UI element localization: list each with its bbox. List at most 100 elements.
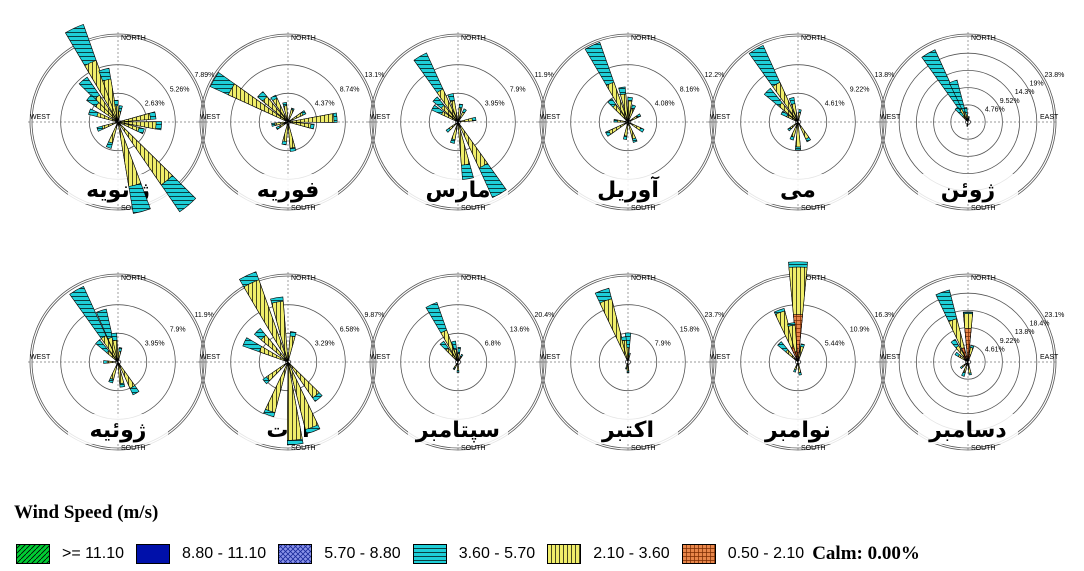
petal-2-10-3-60 <box>278 121 289 129</box>
petal-2-10-3-60 <box>791 103 799 123</box>
petal-2-10-3-60 <box>966 121 969 126</box>
petal-2-10-3-60 <box>962 115 969 123</box>
petal-2-10-3-60 <box>117 361 136 389</box>
petal-2-10-3-60 <box>101 121 119 130</box>
month-label: ژوئن <box>941 178 995 203</box>
petal-2-10-3-60 <box>795 121 801 148</box>
petal-2-10-3-60 <box>117 112 151 123</box>
petal-0-50-2-10 <box>965 361 969 366</box>
petal-2-10-3-60 <box>457 353 460 363</box>
month-label-bg <box>578 414 678 444</box>
west-label: WEST <box>370 354 391 361</box>
ring-label: 18.4% <box>1030 321 1050 328</box>
east-label: EAST <box>1040 114 1059 121</box>
petal-0-50-2-10 <box>797 356 801 363</box>
petal-2-10-3-60 <box>114 105 119 123</box>
ring-label: 5.44% <box>825 341 845 348</box>
ring-label: 15.8% <box>680 326 700 333</box>
petal-2-10-3-60 <box>106 360 119 364</box>
ring-label: 10.9% <box>850 326 870 333</box>
petal-2-10-3-60 <box>612 104 629 123</box>
petal-2-10-3-60 <box>620 93 629 123</box>
east-label: EAST <box>1040 354 1059 361</box>
petal-2-10-3-60 <box>789 121 799 130</box>
wind-rose: 6.8% 13.6% 20.4% NORTH SOUTH WEST سپتامبر <box>368 272 554 452</box>
petal-0-50-2-10 <box>966 361 969 364</box>
petal-2-10-3-60 <box>457 117 473 123</box>
legend-swatch-solid-blue <box>135 544 170 564</box>
petal-2-10-3-60 <box>440 104 459 123</box>
north-label: NORTH <box>801 275 826 282</box>
petal-2-10-3-60 <box>625 361 629 368</box>
petal-2-10-3-60 <box>441 111 459 123</box>
ring-label: 14.3% <box>1015 89 1035 96</box>
month-label-bg <box>918 174 1018 204</box>
wind-rose: 4.61% 9.22% 13.8% NORTH SOUTH WEST می <box>708 32 894 212</box>
petal-2-10-3-60 <box>451 121 459 141</box>
petal-2-10-3-60 <box>453 349 459 363</box>
west-label: WEST <box>540 114 561 121</box>
ring-label: 7.9% <box>170 326 186 333</box>
petal-2-10-3-60 <box>627 354 631 363</box>
legend-item-3-60-5-70: 3.60 - 5.70 <box>412 544 535 564</box>
ring-label: 11.9% <box>195 312 214 319</box>
month-label: نوامبر <box>764 418 831 443</box>
petal-2-10-3-60 <box>102 78 119 123</box>
south-label: SOUTH <box>461 205 486 212</box>
ring-label: 13.1% <box>365 72 385 79</box>
petal-2-10-3-60 <box>456 361 460 371</box>
west-label: WEST <box>880 354 901 361</box>
wind-rose: 4.76%9.52% 14.3%19%23.8% NORTH SOUTH WEST EAS… <box>878 32 1064 212</box>
west-label: WEST <box>30 354 51 361</box>
petal-2-10-3-60 <box>112 339 119 363</box>
petal-2-10-3-60 <box>117 121 157 130</box>
north-label: NORTH <box>461 35 486 42</box>
petal-2-10-3-60 <box>274 121 289 126</box>
ring-label: 19% <box>1030 81 1044 88</box>
ring-label: 7.9% <box>510 86 526 93</box>
petal-2-10-3-60 <box>227 83 289 123</box>
petal-2-10-3-60 <box>627 121 642 131</box>
west-label: WEST <box>30 114 51 121</box>
south-label: SOUTH <box>631 205 656 212</box>
ring-label: 3.29% <box>315 341 335 348</box>
ring-label: 7.89% <box>195 72 215 79</box>
month-label: آوریل <box>597 175 659 203</box>
north-label: NORTH <box>291 35 316 42</box>
legend: >= 11.10 8.80 - 11.10 5.70 - 8.80 3.60 -… <box>16 541 920 567</box>
petal-2-10-3-60 <box>95 102 119 123</box>
ring-label: 4.61% <box>825 101 845 108</box>
petal-2-10-3-60 <box>272 97 289 123</box>
petal-0-50-2-10 <box>793 314 803 363</box>
petal-3-60-5-70 <box>948 79 969 123</box>
ring-label: 7.9% <box>655 341 671 348</box>
wind-rose: 4.37% 8.74% 13.1% NORTH SOUTH WEST فوریه <box>198 32 384 212</box>
petal-2-10-3-60 <box>109 361 119 380</box>
petal-2-10-3-60 <box>283 105 289 123</box>
petal-2-10-3-60 <box>266 361 289 382</box>
ring-label: 8.16% <box>680 86 700 93</box>
petal-2-10-3-60 <box>623 121 629 137</box>
legend-swatch-lined-yellow <box>547 544 582 564</box>
ring-label: 2.63% <box>145 101 165 108</box>
petal-0-50-2-10 <box>794 351 799 363</box>
ring-label: 23.8% <box>1045 72 1065 79</box>
west-label: WEST <box>200 114 221 121</box>
petal-2-10-3-60 <box>117 121 173 186</box>
petal-2-10-3-60 <box>258 346 289 363</box>
ring-label: 9.52% <box>1000 98 1020 105</box>
petal-2-10-3-60 <box>797 112 801 123</box>
ring-label: 13.6% <box>510 326 530 333</box>
south-label: SOUTH <box>291 205 316 212</box>
petal-2-10-3-60 <box>450 100 459 123</box>
ring-label: 9.22% <box>1000 338 1020 345</box>
ring-label: 4.08% <box>655 101 675 108</box>
legend-item-gte-11-10: >= 11.10 <box>16 544 124 564</box>
west-label: WEST <box>370 114 391 121</box>
petal-2-10-3-60 <box>457 107 463 123</box>
month-label-bg <box>748 414 848 444</box>
petal-2-10-3-60 <box>797 121 810 140</box>
wind-rose-grid: 2.63%5.26%7.89%NORTHSOUTHWESTژانویه4.37%… <box>28 24 1064 452</box>
wind-rose: 3.95% 7.9% 11.9% NORTH SOUTH WEST ژوئیه <box>28 272 214 452</box>
ring-label: 23.7% <box>705 312 725 319</box>
